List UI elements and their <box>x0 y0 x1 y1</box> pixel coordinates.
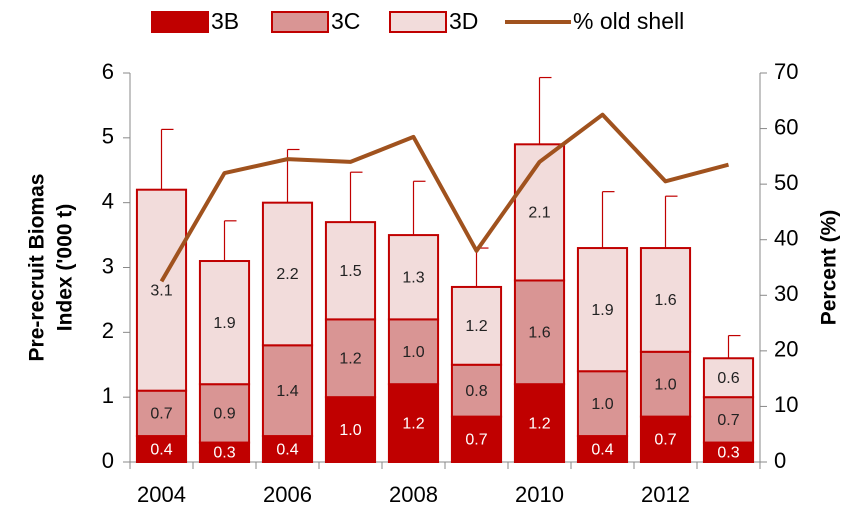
legend-label: 3C <box>331 8 360 34</box>
value-label: 1.6 <box>654 292 676 309</box>
y2-tick-label: 70 <box>774 59 798 84</box>
y2-tick-label: 0 <box>774 448 786 473</box>
bar-segment <box>513 279 566 386</box>
bar-segment <box>387 383 440 464</box>
value-label: 1.2 <box>339 350 361 367</box>
y2-tick-label: 60 <box>774 114 798 139</box>
value-label: 0.4 <box>591 441 613 458</box>
bar-segment <box>324 221 377 321</box>
value-label: 0.7 <box>465 432 487 449</box>
value-label: 0.6 <box>717 370 739 387</box>
value-label: 1.2 <box>402 415 424 432</box>
x-tick-label: 2004 <box>137 482 186 507</box>
bar-segment <box>387 234 440 321</box>
y2-tick-label: 40 <box>774 226 798 251</box>
value-label: 1.9 <box>213 315 235 332</box>
y-tick-label: 1 <box>102 383 114 408</box>
y-axis-title: Index ('000 t) <box>54 204 77 332</box>
bar-segment <box>702 357 755 399</box>
value-label: 1.2 <box>528 415 550 432</box>
y-tick-label: 5 <box>102 124 114 149</box>
value-label: 0.8 <box>465 383 487 400</box>
bar-segment <box>324 396 377 463</box>
bar-segment <box>639 350 692 418</box>
x-tick-label: 2012 <box>641 482 690 507</box>
bar-segment <box>135 435 188 464</box>
bar-segment <box>513 143 566 282</box>
y-tick-label: 2 <box>102 318 114 343</box>
value-label: 3.1 <box>150 282 172 299</box>
value-label: 0.9 <box>213 406 235 423</box>
y2-axis-title: Percent (%) <box>818 210 841 326</box>
value-label: 2.1 <box>528 205 550 222</box>
value-label: 0.4 <box>276 441 298 458</box>
bar-segment <box>513 383 566 464</box>
value-label: 1.0 <box>591 396 613 413</box>
value-label: 1.0 <box>402 344 424 361</box>
bar-segment <box>198 260 251 386</box>
value-label: 0.4 <box>150 441 172 458</box>
value-label: 0.3 <box>213 444 235 461</box>
value-label: 0.7 <box>150 406 172 423</box>
legend-label: 3D <box>449 8 478 34</box>
x-tick-label: 2008 <box>389 482 438 507</box>
y2-tick-label: 10 <box>774 392 798 417</box>
x-tick-label: 2010 <box>515 482 564 507</box>
line-series <box>159 112 730 283</box>
value-label: 1.4 <box>276 383 298 400</box>
bar-segment <box>702 396 755 444</box>
bar-segment <box>639 247 692 353</box>
bar-segment <box>387 318 440 386</box>
bar-segment <box>450 285 503 366</box>
bar-segment <box>135 188 188 392</box>
value-label: 0.7 <box>654 432 676 449</box>
value-label: 1.0 <box>339 422 361 439</box>
y-tick-label: 0 <box>102 448 114 473</box>
value-label: 1.6 <box>528 325 550 342</box>
value-label: 0.3 <box>717 444 739 461</box>
value-label: 2.2 <box>276 266 298 283</box>
value-label: 1.5 <box>339 263 361 280</box>
value-label: 1.3 <box>402 269 424 286</box>
y-tick-label: 3 <box>102 253 114 278</box>
value-label: 1.0 <box>654 376 676 393</box>
y2-tick-label: 30 <box>774 281 798 306</box>
y-tick-label: 4 <box>102 188 114 213</box>
y-tick-label: 6 <box>102 59 114 84</box>
value-label: 1.2 <box>465 318 487 335</box>
y2-tick-label: 20 <box>774 337 798 362</box>
legend-swatch <box>271 11 329 33</box>
legend-label: % old shell <box>573 8 684 34</box>
bar-segment <box>261 344 314 438</box>
legend-swatch <box>389 11 447 33</box>
x-tick-label: 2006 <box>263 482 312 507</box>
legend-swatch <box>151 11 209 33</box>
bar-segment <box>576 435 629 464</box>
y2-tick-label: 50 <box>774 170 798 195</box>
bar-segment <box>324 318 377 399</box>
legend-label: 3B <box>211 8 239 34</box>
y-axis-title: Pre-recruit Biomas <box>26 174 49 362</box>
value-label: 0.7 <box>717 412 739 429</box>
value-label: 1.9 <box>591 302 613 319</box>
bar-segment <box>261 435 314 464</box>
bar-segment <box>198 383 251 444</box>
